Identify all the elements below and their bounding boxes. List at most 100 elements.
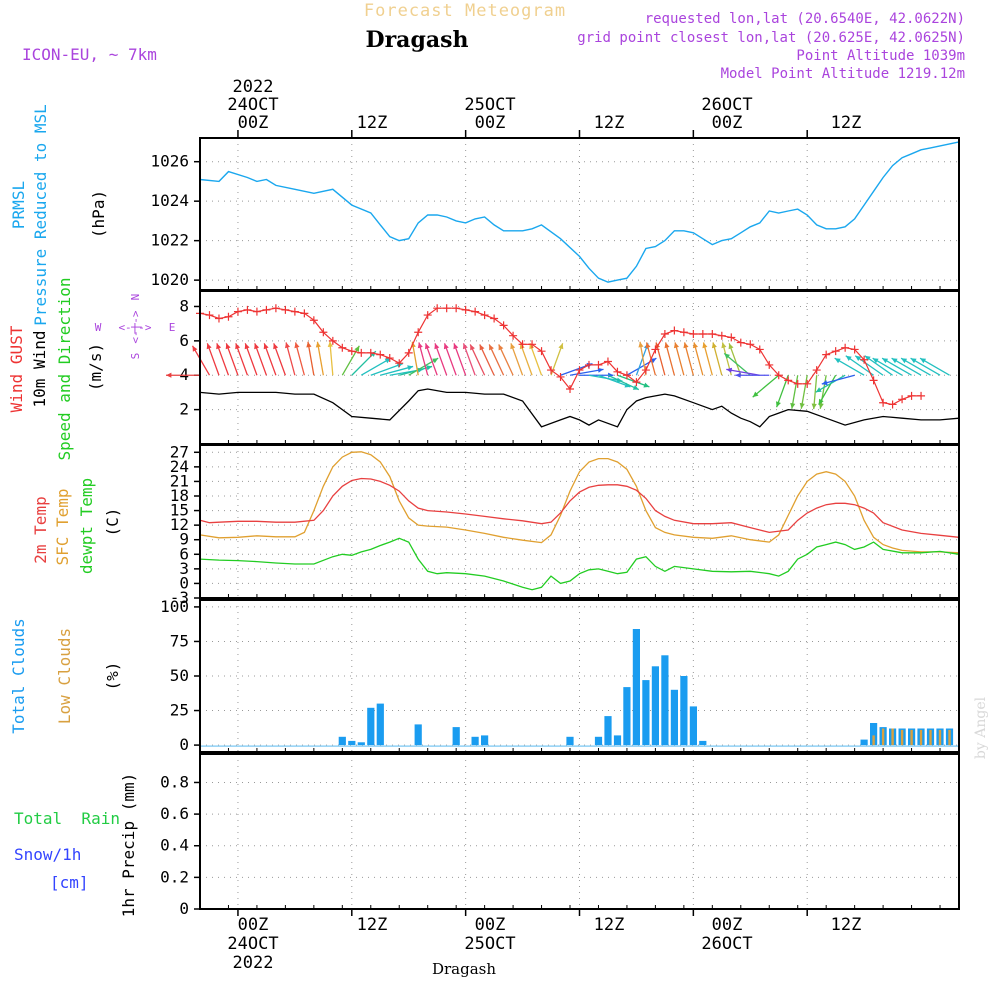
wind-direction-arrow xyxy=(818,374,837,406)
prmsl-label: PRMSL xyxy=(9,181,28,229)
total-cloud-bar xyxy=(632,629,640,746)
wind-arrow-shaft xyxy=(510,343,524,376)
wind-arrow-shaft xyxy=(244,343,258,376)
wind-arrow-head xyxy=(206,343,212,350)
total-cloud-bar xyxy=(414,724,422,746)
wind-arrow-shaft xyxy=(683,342,694,376)
wind-arrow-head xyxy=(479,344,485,351)
wind-direction-arrow xyxy=(702,342,713,376)
wind-arrow-head xyxy=(920,358,927,364)
wind-arrow-shaft xyxy=(254,343,268,376)
bottom-hour-label: 12Z xyxy=(831,915,862,935)
sfc-label: SFC Temp xyxy=(53,488,72,565)
wind-direction-arrow xyxy=(607,374,640,391)
y-tick-label: 12 xyxy=(170,515,189,534)
gust-marker xyxy=(271,304,280,313)
wind-direction-arrow xyxy=(711,342,723,376)
wind-direction-arrow xyxy=(845,355,874,376)
low-cloud-bar xyxy=(872,735,875,746)
wind-arrow-shaft xyxy=(285,342,296,376)
bottom-date-label: 24OCT xyxy=(227,934,278,954)
wind-arrow-shaft xyxy=(206,343,220,376)
wind-arrow-shaft xyxy=(674,342,685,376)
gust-marker xyxy=(746,340,755,349)
wind-arrow-head xyxy=(294,342,300,349)
gust-marker xyxy=(414,328,423,337)
wind-arrow-head xyxy=(790,402,796,409)
y-tick-label: 6 xyxy=(179,544,189,563)
wind-arrow-head xyxy=(815,387,822,393)
gust-marker xyxy=(309,316,318,325)
point-altitude: Point Altitude 1039m xyxy=(796,48,965,64)
wind-arrow-head xyxy=(462,343,468,350)
snow-unit-label: [cm] xyxy=(50,873,89,892)
gust-marker xyxy=(442,304,451,313)
bottom-year: 2022 xyxy=(233,953,274,973)
gust-marker xyxy=(262,305,271,314)
wind-arrow-shaft xyxy=(598,374,631,388)
y-tick-label: 0 xyxy=(179,735,189,754)
top-hour-label: 00Z xyxy=(712,113,743,133)
gust-marker xyxy=(812,366,821,375)
wind-arrow-head xyxy=(354,345,360,352)
pressure-line xyxy=(199,141,960,283)
y-tick-label: 100 xyxy=(160,597,189,616)
model-label: ICON-EU, ~ 7km xyxy=(22,45,157,64)
wind-arrow-head xyxy=(650,358,657,364)
total-cloud-bar xyxy=(452,727,460,746)
grid-point-coords: grid point closest lon,lat (20.625E, 42.… xyxy=(577,30,965,46)
gust-marker xyxy=(755,345,764,354)
wind-arrow-shaft xyxy=(351,350,377,376)
wind-arrow-head xyxy=(489,344,494,351)
bottom-hour-label: 00Z xyxy=(475,915,506,935)
wind-arrow-head xyxy=(845,355,852,361)
gust-marker xyxy=(461,305,470,314)
compass-ew-axis: <-|-> xyxy=(118,321,151,334)
wind-arrow-head xyxy=(818,398,824,405)
wind-arrow-head xyxy=(776,401,781,408)
wind-direction-arrow xyxy=(834,357,865,376)
wind-direction-arrow xyxy=(408,357,439,376)
wind-direction-arrow xyxy=(327,341,334,376)
low-cloud-bar xyxy=(938,729,942,746)
total-cloud-bar xyxy=(860,739,868,746)
gust-marker xyxy=(338,343,347,352)
y-tick-label: 6 xyxy=(179,331,189,350)
wind-direction-arrow xyxy=(864,355,893,376)
wind-arrow-shaft xyxy=(821,374,855,385)
wind-arrow-head xyxy=(645,342,651,349)
gust-marker xyxy=(594,360,603,369)
gust-marker xyxy=(651,345,660,354)
gust-marker xyxy=(281,305,290,314)
pressure-label: Pressure Reduced to MSL xyxy=(31,104,50,326)
gust-marker xyxy=(689,329,698,338)
y-tick-label: 18 xyxy=(170,486,189,505)
total-cloud-bar xyxy=(338,736,346,746)
wind-arrow-head xyxy=(882,358,889,364)
y-tick-label: 0.2 xyxy=(160,867,189,886)
gust-marker xyxy=(831,347,840,356)
wind-arrow-shaft xyxy=(498,344,514,376)
y-tick-label: 24 xyxy=(170,457,189,476)
wind-direction-arrow xyxy=(263,343,277,376)
wind-direction-arrow xyxy=(854,355,884,376)
low-clouds-label: Low Clouds xyxy=(55,628,74,724)
gust-marker xyxy=(376,350,385,359)
wind-arrow-head xyxy=(443,343,449,350)
wind-direction-arrow xyxy=(341,345,360,376)
gust-marker xyxy=(243,305,252,314)
wind-arrow-head xyxy=(818,402,824,409)
pressure-unit: (hPa) xyxy=(89,190,108,238)
wind-arrow-shaft xyxy=(360,357,392,376)
wind10m-line xyxy=(199,388,960,428)
wind-unit: (m/s) xyxy=(86,343,105,391)
total-cloud-bar xyxy=(661,655,669,746)
wind-arrow-shaft xyxy=(919,357,950,376)
wind-arrow-shaft xyxy=(216,343,230,376)
total-cloud-bar xyxy=(481,735,489,746)
total-cloud-bar xyxy=(376,703,384,746)
y-tick-label: 1020 xyxy=(150,270,189,289)
wind-arrow-head xyxy=(643,382,650,388)
wind-direction-arrow xyxy=(723,352,751,376)
y-tick-label: 1026 xyxy=(150,152,189,171)
